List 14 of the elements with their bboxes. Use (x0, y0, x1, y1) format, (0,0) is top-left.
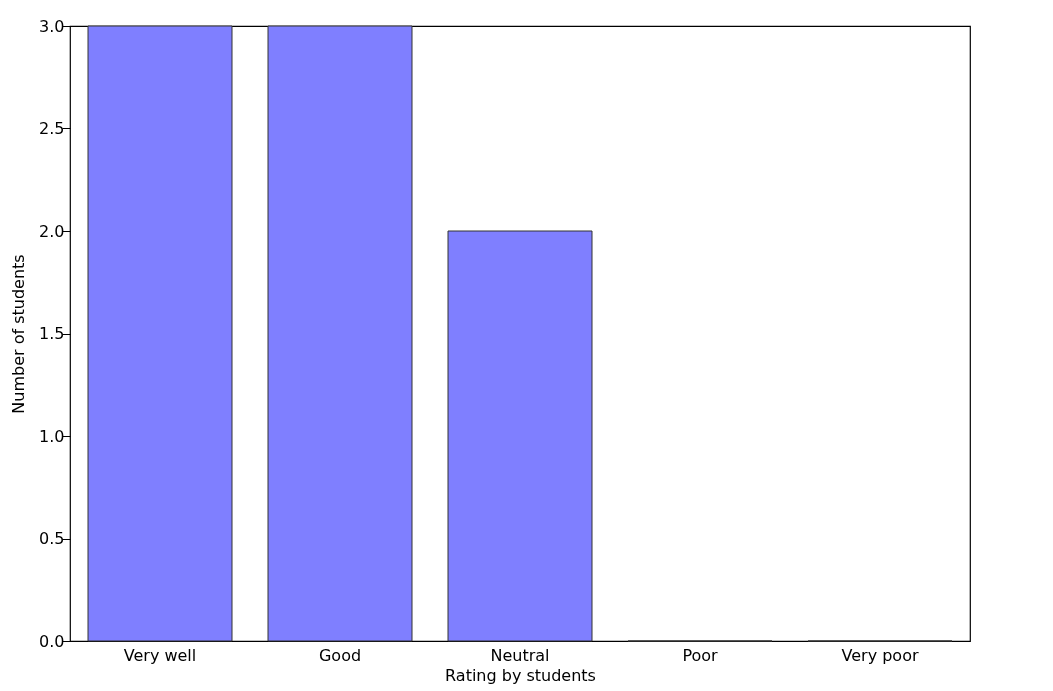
x-tick-label: Very poor (841, 645, 919, 665)
y-tick-label: 2.0 (39, 221, 65, 241)
y-tick-label: 0.0 (39, 631, 65, 651)
x-tick-label: Neutral (490, 645, 550, 665)
y-tick-label: 2.5 (39, 119, 65, 138)
x-tick-label: Poor (682, 645, 719, 665)
y-tick-label: 1.5 (39, 324, 65, 343)
x-tick-label: Very well (123, 645, 197, 665)
y-axis-title: Number of students (9, 254, 29, 414)
x-axis-title: Rating by students (445, 665, 596, 685)
y-tick-label: 3.0 (39, 16, 65, 36)
x-tick-label: Good (318, 645, 362, 665)
y-tick-label: 0.5 (39, 529, 65, 548)
y-tick-label: 1.0 (39, 426, 65, 446)
